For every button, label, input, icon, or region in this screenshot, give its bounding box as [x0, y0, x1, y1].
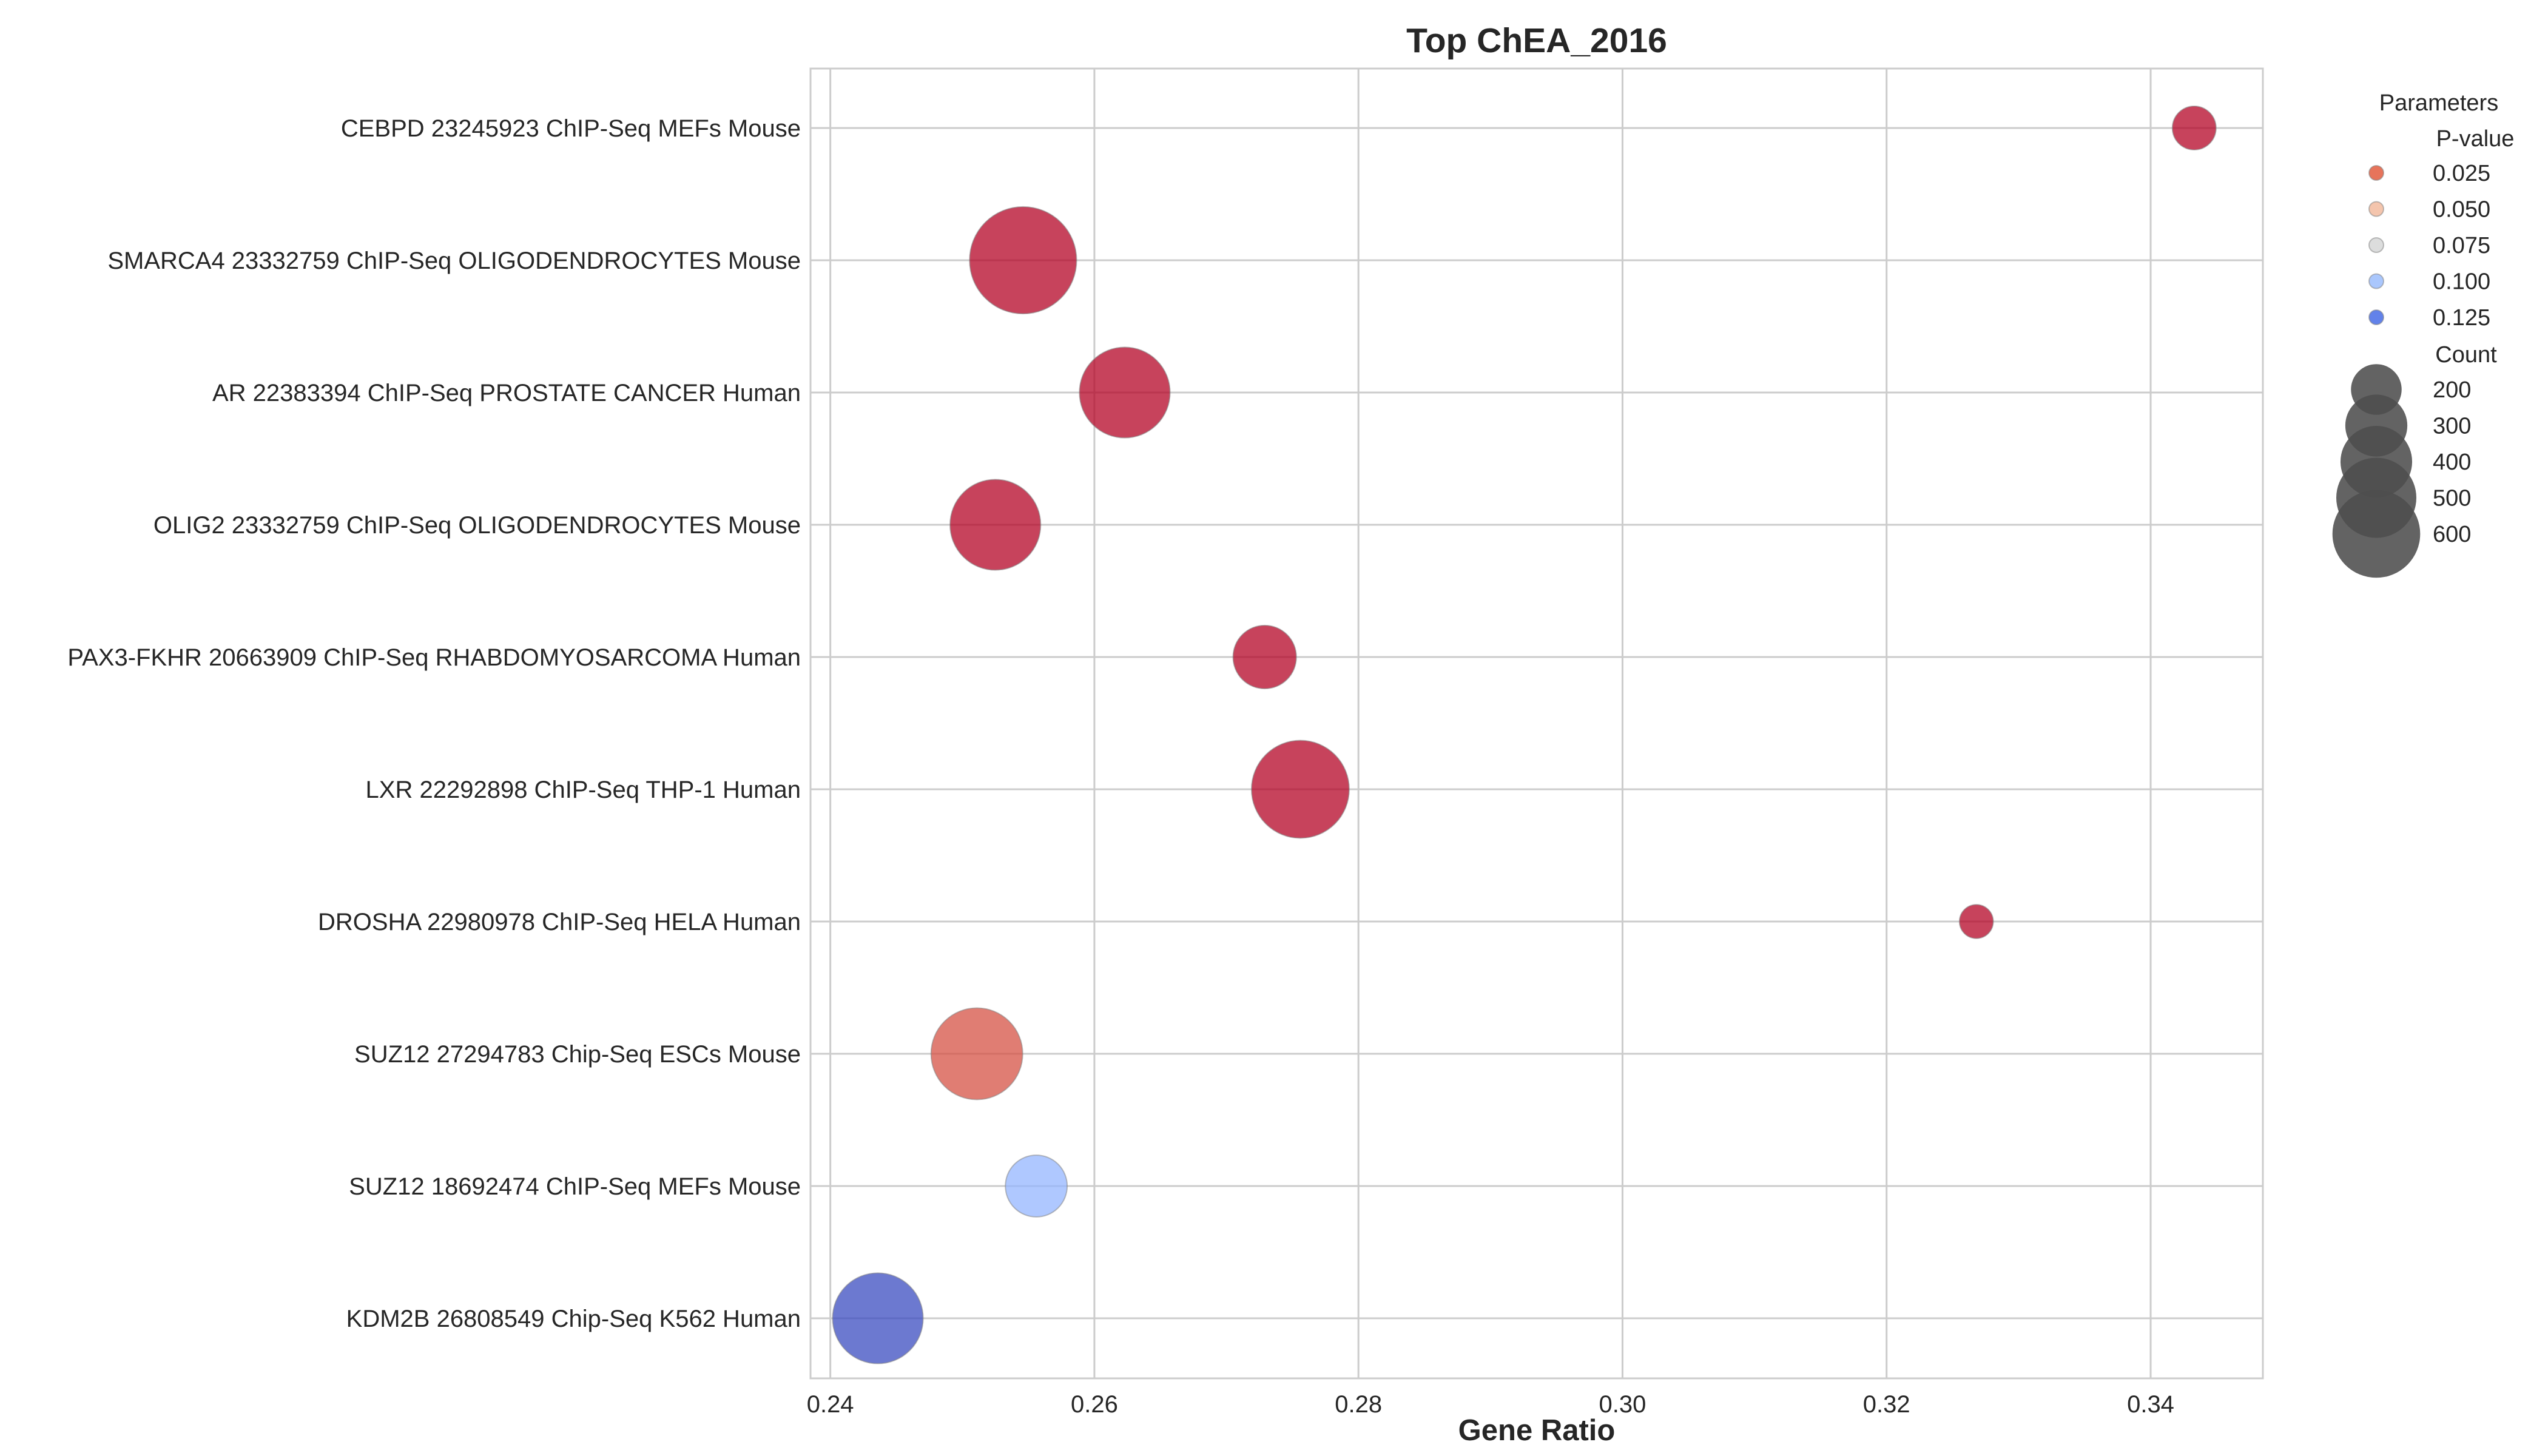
- legend-title: Parameters: [2379, 90, 2498, 116]
- legend-color-title: P-value: [2436, 126, 2515, 152]
- legend-color-swatch: [2368, 165, 2384, 181]
- x-tick-label: 0.34: [2127, 1391, 2174, 1418]
- data-point: [1232, 624, 1297, 690]
- data-point: [1958, 904, 1994, 939]
- grid-layer: [811, 69, 2263, 1378]
- data-point: [969, 206, 1077, 315]
- data-point: [1005, 1154, 1068, 1218]
- x-tick-label: 0.28: [1335, 1391, 1382, 1418]
- data-point: [949, 479, 1042, 571]
- data-point: [1079, 346, 1171, 439]
- y-tick-labels: CEBPD 23245923 ChIP-Seq MEFs Mouse SMARCA…: [67, 115, 801, 1332]
- legend-size-label: 200: [2433, 377, 2471, 403]
- legend-size-marker: [2332, 490, 2421, 578]
- legend-color-swatch: [2368, 237, 2384, 253]
- legend-color-label: 0.025: [2433, 161, 2490, 186]
- plot-frame: [809, 67, 2264, 1380]
- y-tick-label: OLIG2 23332759 ChIP-Seq OLIGODENDROCYTES…: [153, 512, 801, 539]
- legend: Parameters P-value 0.025 0.050 0.075 0.100 0.1…: [2332, 90, 2515, 578]
- y-tick-label: KDM2B 26808549 Chip-Seq K562 Human: [346, 1306, 801, 1332]
- x-tick-label: 0.24: [807, 1391, 854, 1418]
- legend-color-label: 0.075: [2433, 233, 2490, 258]
- legend-size-label: 300: [2433, 414, 2471, 439]
- legend-color-swatch: [2368, 309, 2384, 325]
- legend-color-label: 0.125: [2433, 305, 2490, 331]
- y-tick-label: AR 22383394 ChIP-Seq PROSTATE CANCER Hum…: [212, 380, 801, 406]
- legend-size-label: 500: [2433, 486, 2471, 511]
- y-tick-label: SUZ12 27294783 Chip-Seq ESCs Mouse: [354, 1041, 801, 1068]
- y-tick-label: SUZ12 18692474 ChIP-Seq MEFs Mouse: [349, 1173, 801, 1200]
- y-tick-label: DROSHA 22980978 ChIP-Seq HELA Human: [318, 909, 801, 935]
- y-tick-label: LXR 22292898 ChIP-Seq THP-1 Human: [366, 777, 801, 803]
- data-point: [1250, 740, 1350, 839]
- data-point: [832, 1272, 924, 1364]
- chart-title: Top ChEA_2016: [1406, 21, 1667, 60]
- x-tick-label: 0.32: [1863, 1391, 1910, 1418]
- x-axis-title: Gene Ratio: [1458, 1414, 1616, 1447]
- data-points: [832, 106, 2217, 1364]
- y-tick-label: SMARCA4 23332759 ChIP-Seq OLIGODENDROCYT…: [107, 248, 801, 274]
- x-tick-label: 0.26: [1071, 1391, 1118, 1418]
- y-tick-label: PAX3-FKHR 20663909 ChIP-Seq RHABDOMYOSAR…: [67, 644, 801, 671]
- x-tick-label: 0.30: [1599, 1391, 1646, 1418]
- legend-size-label: 400: [2433, 450, 2471, 475]
- legend-color-swatch: [2368, 273, 2384, 289]
- y-tick-label: CEBPD 23245923 ChIP-Seq MEFs Mouse: [341, 115, 801, 142]
- legend-color-label: 0.050: [2433, 197, 2490, 223]
- x-tick-labels: 0.24 0.26 0.28 0.30 0.32 0.34: [807, 1391, 2174, 1418]
- legend-color-label: 0.100: [2433, 269, 2490, 295]
- legend-size-title: Count: [2435, 342, 2497, 368]
- data-point: [2171, 106, 2217, 150]
- legend-color-swatch: [2368, 201, 2384, 217]
- legend-size-label: 600: [2433, 522, 2471, 547]
- data-point: [930, 1007, 1023, 1100]
